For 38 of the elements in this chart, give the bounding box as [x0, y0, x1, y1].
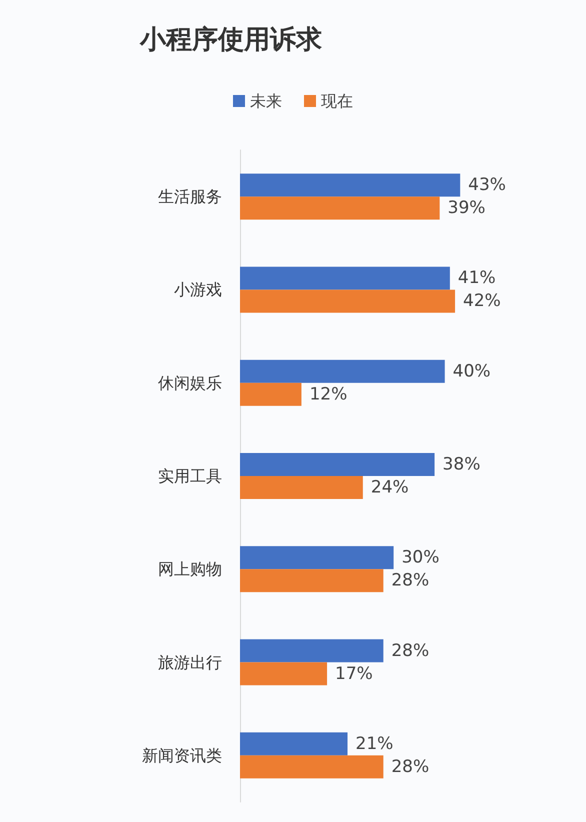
bar	[240, 546, 394, 570]
legend-label: 现在	[321, 92, 353, 110]
bar	[240, 569, 384, 592]
bar	[240, 196, 440, 220]
data-label: 17%	[335, 664, 373, 684]
bar	[240, 755, 384, 778]
data-label: 28%	[391, 756, 430, 777]
bar	[240, 476, 363, 499]
y-tick-label: 小游戏	[174, 280, 222, 300]
bar	[240, 732, 348, 756]
data-label: 28%	[391, 570, 430, 591]
legend-label: 未来	[250, 92, 282, 110]
bar	[240, 382, 302, 406]
data-label: 30%	[402, 548, 440, 568]
y-tick-label: 休闲娱乐	[158, 373, 222, 392]
data-label: 28%	[391, 640, 430, 661]
bar	[240, 174, 460, 197]
bar	[240, 453, 435, 476]
bar	[240, 662, 328, 686]
y-tick-label: 实用工具	[158, 466, 222, 486]
data-label: 40%	[452, 361, 491, 382]
data-label: 39%	[448, 198, 486, 218]
y-tick-label: 网上购物	[158, 560, 222, 579]
data-label: 12%	[309, 384, 348, 404]
data-label: 43%	[468, 175, 506, 196]
y-tick-label: 新闻资讯类	[142, 746, 222, 765]
data-label: 42%	[463, 291, 501, 312]
bar	[240, 639, 384, 662]
data-label: 24%	[370, 478, 409, 498]
data-label: 41%	[458, 268, 496, 288]
y-tick-label: 生活服务	[158, 187, 222, 206]
data-label: 38%	[442, 454, 480, 474]
chart-title: 小程序使用诉求	[139, 25, 323, 55]
y-tick-label: 旅游出行	[158, 652, 222, 672]
bar	[240, 290, 456, 313]
data-label: 21%	[356, 734, 394, 754]
bar	[240, 266, 450, 290]
bar	[240, 360, 445, 383]
